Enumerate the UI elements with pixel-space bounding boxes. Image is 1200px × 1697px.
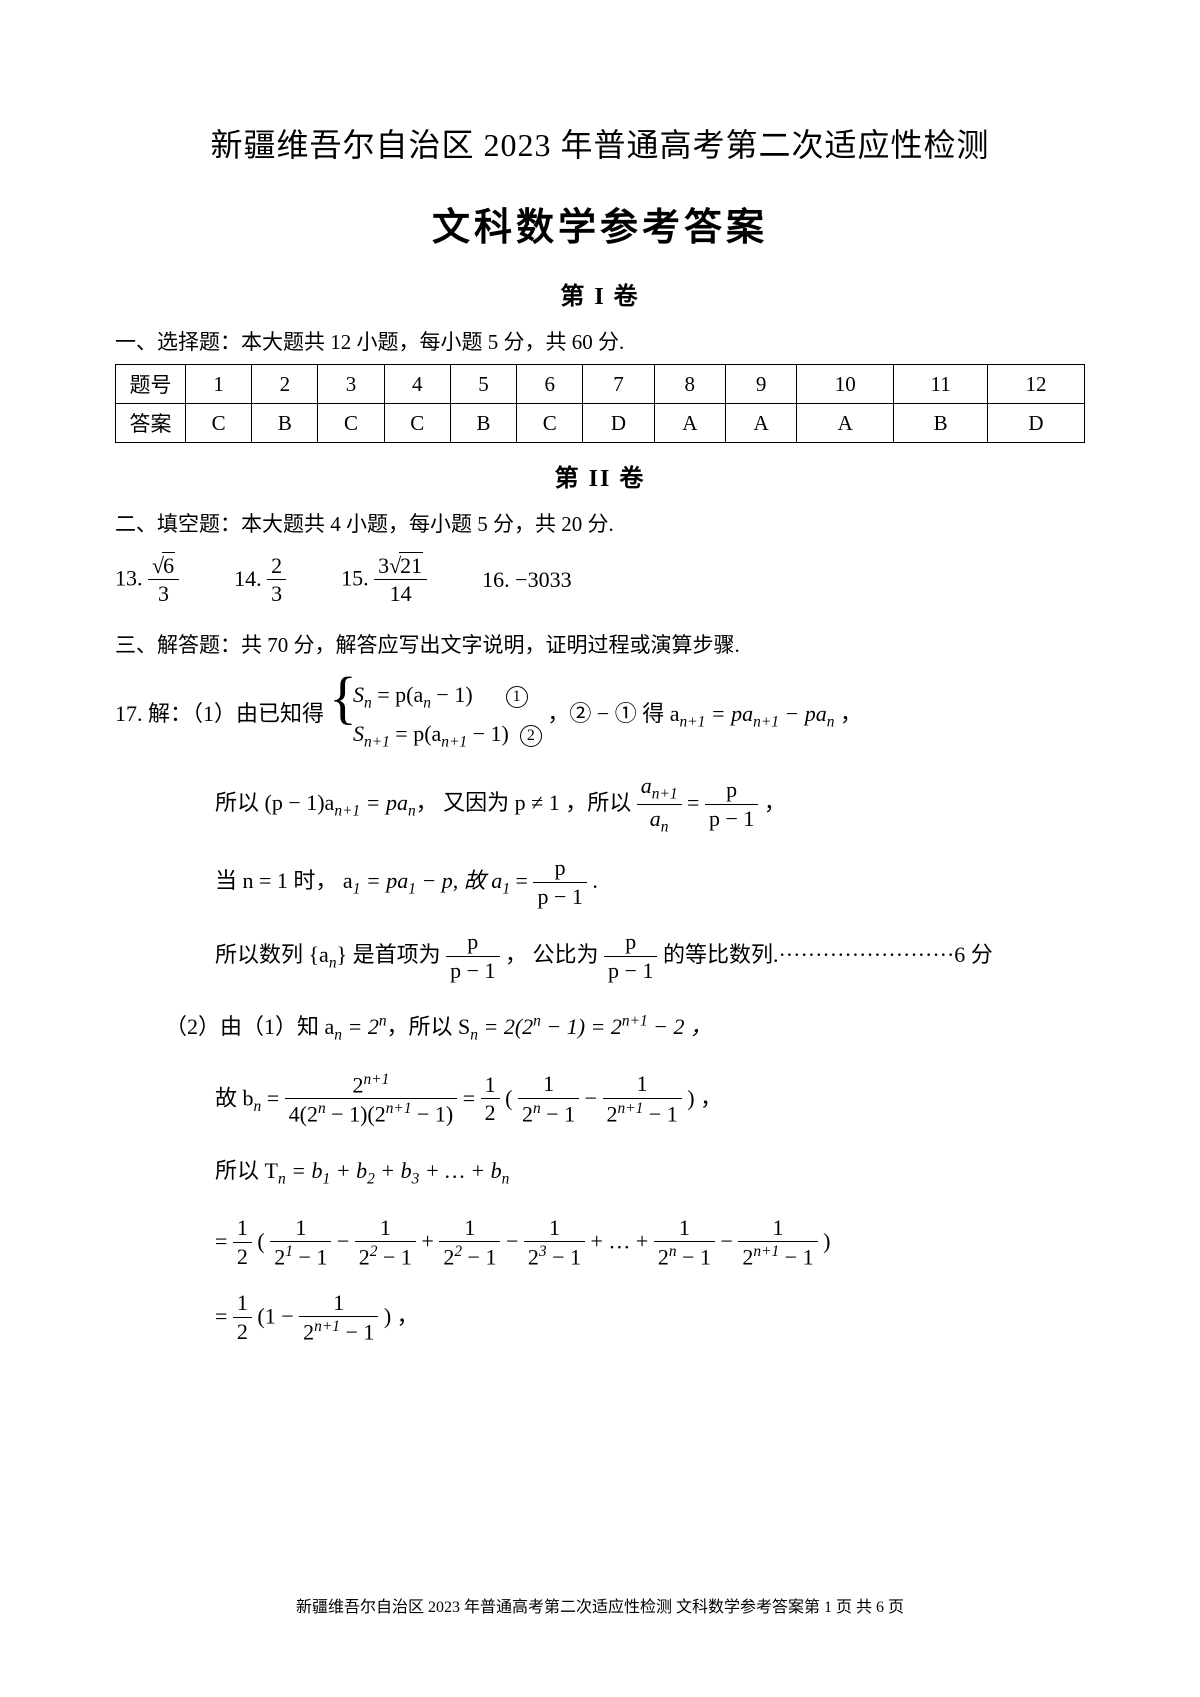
col-num: 3 xyxy=(318,365,384,404)
section-2-heading: 二、填空题：本大题共 4 小题，每小题 5 分，共 20 分. xyxy=(115,508,1085,538)
answer-cell: C xyxy=(318,404,384,443)
section-1-heading: 一、选择题：本大题共 12 小题，每小题 5 分，共 60 分. xyxy=(115,326,1085,356)
q17-part2-line1: （2）由（1）知 an = 2n，所以 Sn = 2(2n − 1) = 2n+… xyxy=(115,1003,1085,1052)
q17-bn-line: 故 bn = 2n+1 4(2n − 1)(2n+1 − 1) = 12 ( 1… xyxy=(115,1071,1085,1130)
page-footer: 新疆维吾尔自治区 2023 年普通高考第二次适应性检测 文科数学参考答案第 1 … xyxy=(0,1593,1200,1617)
q15: 15. 321 14 xyxy=(341,552,427,609)
col-num: 6 xyxy=(517,365,583,404)
answer-cell: C xyxy=(384,404,450,443)
col-num: 2 xyxy=(252,365,318,404)
doc-title-line1: 新疆维吾尔自治区 2023 年普通高考第二次适应性检测 xyxy=(115,120,1085,166)
volume-1-heading: 第 I 卷 xyxy=(115,276,1085,311)
col-num: 8 xyxy=(654,365,725,404)
table-row: 答案 C B C C B C D A A A B D xyxy=(116,404,1085,443)
col-num: 1 xyxy=(186,365,252,404)
answer-cell: B xyxy=(894,404,988,443)
document-page: 新疆维吾尔自治区 2023 年普通高考第二次适应性检测 文科数学参考答案 第 I… xyxy=(115,120,1085,1365)
answer-cell: C xyxy=(186,404,252,443)
col-num: 4 xyxy=(384,365,450,404)
q17-line4: 所以数列 {an} 是首项为 p p − 1 ， 公比为 p p − 1 的等比… xyxy=(115,929,1085,985)
col-num: 5 xyxy=(450,365,516,404)
answer-cell: D xyxy=(987,404,1084,443)
q16: 16. −3033 xyxy=(482,567,571,593)
doc-title-line2: 文科数学参考答案 xyxy=(115,196,1085,251)
answer-cell: B xyxy=(252,404,318,443)
col-num: 7 xyxy=(583,365,654,404)
row-label: 答案 xyxy=(116,404,186,443)
answer-cell: B xyxy=(450,404,516,443)
table-row: 题号 1 2 3 4 5 6 7 8 9 10 11 12 xyxy=(116,365,1085,404)
row-label: 题号 xyxy=(116,365,186,404)
col-num: 10 xyxy=(797,365,894,404)
q17-line3: 当 n = 1 时， a1 = pa1 − p, 故 a1 = p p − 1 … xyxy=(115,855,1085,911)
col-num: 12 xyxy=(987,365,1084,404)
q17-solution: 17. 解：（1）由已知得 Sn = p(an − 1) 1 Sn+1 = p(… xyxy=(115,677,1085,1347)
q17-Tn-line: 所以 Tn = b1 + b2 + b3 + … + bn xyxy=(115,1147,1085,1196)
answer-cell: C xyxy=(517,404,583,443)
answer-cell: A xyxy=(725,404,796,443)
fill-answers: 13. 6 3 14. 2 3 15. 321 14 16. −3033 xyxy=(115,552,1085,609)
q14: 14. 2 3 xyxy=(234,553,286,609)
section-3-heading: 三、解答题：共 70 分，解答应写出文字说明，证明过程或演算步骤. xyxy=(115,629,1085,659)
answer-cell: A xyxy=(797,404,894,443)
q17-line2: 所以 (p − 1)an+1 = pan， 又因为 p ≠ 1 ，所以 an+1… xyxy=(115,773,1085,837)
volume-2-heading: 第 II 卷 xyxy=(115,458,1085,493)
q17-final-line: = 12 (1 − 12n+1 − 1 ) ， xyxy=(115,1290,1085,1347)
col-num: 9 xyxy=(725,365,796,404)
q17-expand-line: = 12 ( 121 − 1 − 122 − 1 + 122 − 1 − 123… xyxy=(115,1215,1085,1272)
q17-line1: 17. 解：（1）由已知得 Sn = p(an − 1) 1 Sn+1 = p(… xyxy=(115,677,1085,755)
answer-cell: D xyxy=(583,404,654,443)
col-num: 11 xyxy=(894,365,988,404)
q13: 13. 6 3 xyxy=(115,552,179,609)
answer-table: 题号 1 2 3 4 5 6 7 8 9 10 11 12 答案 C B C C… xyxy=(115,364,1085,443)
answer-cell: A xyxy=(654,404,725,443)
